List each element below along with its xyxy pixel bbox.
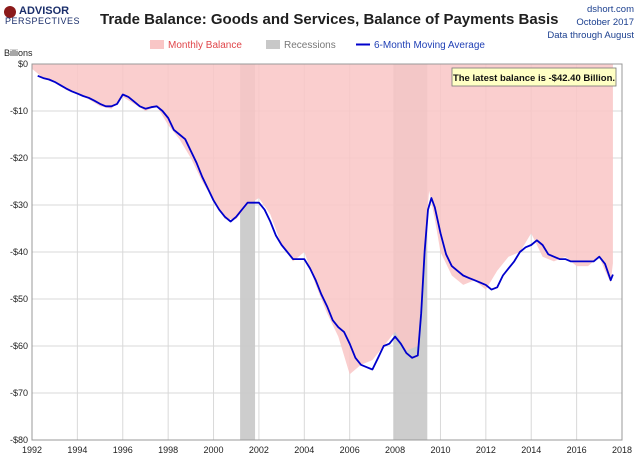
x-tick-label: 2014 <box>521 445 541 455</box>
date-label: October 2017 <box>576 17 634 28</box>
moving-average-series <box>37 74 614 371</box>
legend-swatch-monthly-balance <box>150 40 164 49</box>
x-tick-label: 2002 <box>249 445 269 455</box>
logo-line2: PERSPECTIVES <box>5 16 80 26</box>
y-tick-label: -$50 <box>10 294 28 304</box>
x-tick-label: 2008 <box>385 445 405 455</box>
y-axis-label: Billions <box>4 48 33 58</box>
logo: ADVISOR PERSPECTIVES <box>4 5 80 26</box>
y-tick-label: -$80 <box>10 435 28 445</box>
latest-balance-annotation: The latest balance is -$42.40 Billion. <box>451 67 617 87</box>
plot-border <box>31 63 623 441</box>
legend-label-recessions: Recessions <box>284 40 336 51</box>
y-tick-label: $0 <box>18 59 28 69</box>
x-tick-label: 1998 <box>158 445 178 455</box>
y-tick-label: -$30 <box>10 200 28 210</box>
chart-title: Trade Balance: Goods and Services, Balan… <box>100 11 559 28</box>
x-tick-label: 2006 <box>340 445 360 455</box>
y-tick-label: -$20 <box>10 153 28 163</box>
x-tick-label: 1992 <box>22 445 42 455</box>
x-tick-label: 2004 <box>294 445 314 455</box>
moving-average-line <box>37 74 614 371</box>
monthly-balance-area-path <box>32 64 613 375</box>
logo-line1: ADVISOR <box>19 5 69 17</box>
logo-emblem-icon <box>4 6 16 18</box>
x-tick-label: 1994 <box>67 445 87 455</box>
axes <box>31 63 623 441</box>
x-tick-label: 2012 <box>476 445 496 455</box>
source-label: dshort.com <box>587 4 634 15</box>
annotation-text: The latest balance is -$42.40 Billion. <box>453 73 615 84</box>
legend: Monthly Balance Recessions 6-Month Movin… <box>150 40 485 51</box>
y-tick-label: -$70 <box>10 388 28 398</box>
legend-label-moving-average: 6-Month Moving Average <box>374 40 485 51</box>
data-through-label: Data through August <box>547 30 634 41</box>
x-tick-label: 2010 <box>430 445 450 455</box>
x-tick-label: 2000 <box>204 445 224 455</box>
y-tick-label: -$60 <box>10 341 28 351</box>
y-axis-ticks: $0 -$10 -$20 -$30 -$40 -$50 -$60 -$70 -$80 <box>10 59 28 445</box>
legend-swatch-recessions <box>266 40 280 49</box>
annotation-box <box>451 67 617 87</box>
x-tick-label: 1996 <box>113 445 133 455</box>
legend-label-monthly-balance: Monthly Balance <box>168 40 242 51</box>
x-tick-label: 2016 <box>567 445 587 455</box>
x-tick-label: 2018 <box>612 445 632 455</box>
monthly-balance-area <box>32 64 613 375</box>
y-tick-label: -$40 <box>10 247 28 257</box>
y-tick-label: -$10 <box>10 106 28 116</box>
x-axis-ticks: 1992 1994 1996 1998 2000 2002 2004 2006 2008 2010… <box>22 445 632 455</box>
